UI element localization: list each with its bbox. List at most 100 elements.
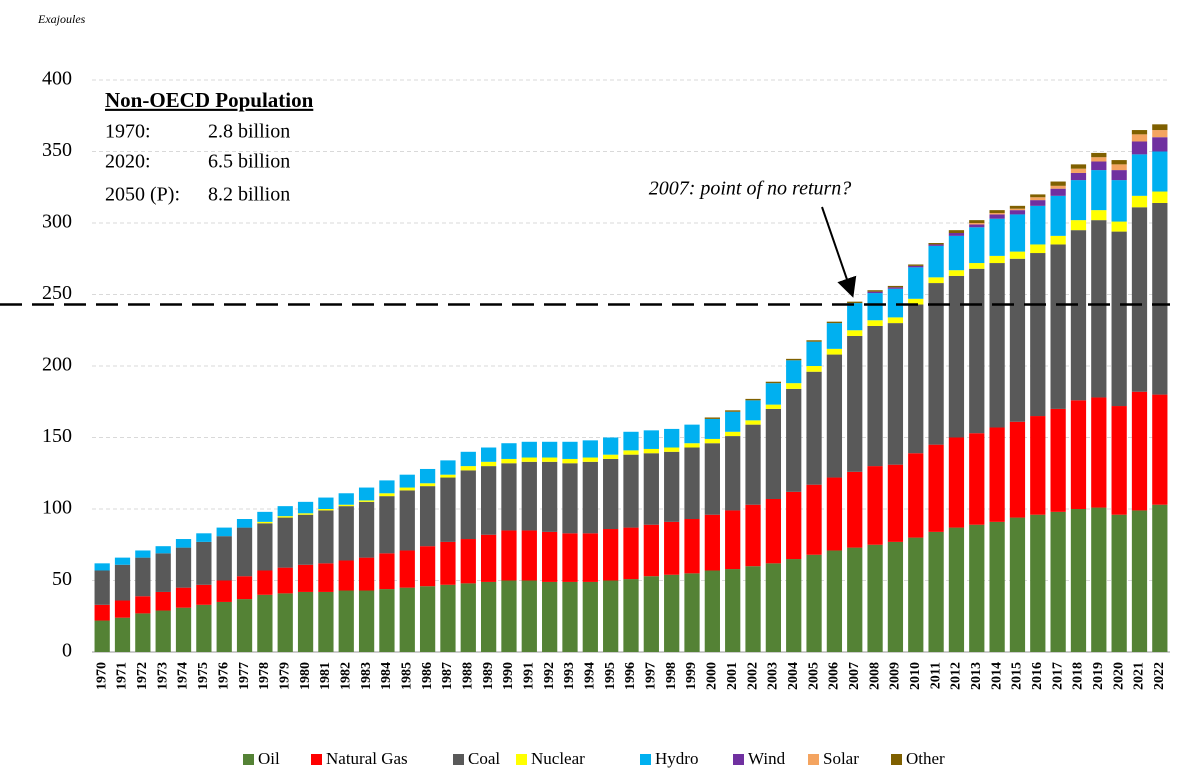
y-tick-label: 150 — [42, 425, 72, 447]
bar-segment — [542, 441, 558, 458]
bar-segment — [1111, 180, 1127, 222]
x-tick-label: 1982 — [338, 662, 353, 690]
bar-segment — [135, 613, 151, 652]
bar-segment — [1131, 510, 1148, 652]
bar-segment — [643, 453, 659, 525]
bar-segment — [460, 583, 476, 652]
bar-segment — [826, 321, 843, 324]
bar-segment — [623, 431, 639, 451]
bar-segment — [1009, 214, 1026, 252]
bar-segment — [277, 516, 293, 518]
bar-segment — [745, 424, 761, 505]
bar-segment — [399, 487, 415, 491]
bar-segment — [1111, 164, 1127, 171]
bar-segment — [216, 601, 232, 652]
y-tick-label: 400 — [42, 68, 72, 90]
bar-segment — [1050, 511, 1066, 652]
bar-segment — [908, 298, 924, 305]
legend-label: Other — [906, 749, 945, 768]
legend-swatch — [733, 754, 744, 765]
x-tick-label: 1995 — [603, 662, 618, 690]
bar-segment — [358, 557, 375, 591]
bar-segment — [664, 447, 680, 452]
bar-segment — [1111, 160, 1127, 165]
bar-segment — [1091, 170, 1107, 211]
bar-segment — [786, 559, 802, 652]
bar-segment — [297, 513, 314, 515]
bar-segment — [1091, 397, 1107, 508]
bar-segment — [196, 604, 212, 652]
bar-segment — [826, 348, 843, 355]
x-tick-label: 2009 — [888, 662, 903, 690]
x-tick-label: 1986 — [420, 662, 435, 690]
bar-segment — [318, 509, 334, 511]
x-tick-label: 1974 — [176, 662, 191, 690]
bar-segment — [887, 287, 904, 289]
bar-segment — [175, 587, 192, 608]
bar-segment — [1131, 134, 1148, 142]
bar-segment — [1131, 195, 1148, 208]
inset-text: 2020: — [105, 151, 151, 173]
bar-segment — [908, 453, 924, 538]
bar-segment — [1030, 205, 1046, 245]
bar-segment — [1030, 197, 1046, 201]
x-tick-label: 2018 — [1071, 662, 1086, 690]
bar-segment — [908, 267, 924, 299]
bar-segment — [684, 573, 700, 652]
x-tick-label: 1971 — [115, 662, 130, 690]
x-tick-label: 1975 — [196, 662, 211, 690]
bar-segment — [562, 463, 578, 534]
bar-segment — [908, 537, 924, 652]
legend-label: Natural Gas — [326, 749, 408, 768]
bar-segment — [1009, 205, 1026, 209]
bar-segment — [480, 534, 497, 582]
bar-segment — [847, 471, 863, 548]
bar-segment — [704, 570, 720, 652]
bar-segment — [1152, 504, 1168, 652]
x-tick-label: 2012 — [949, 662, 964, 690]
bar-segment — [948, 235, 965, 271]
bar-segment — [1050, 195, 1066, 236]
y-tick-label: 50 — [52, 568, 72, 590]
x-tick-label: 1981 — [318, 662, 333, 690]
y-tick-label: 250 — [42, 282, 72, 304]
bar-segment — [745, 420, 761, 425]
x-tick-label: 2003 — [766, 662, 781, 690]
bar-segment — [318, 563, 334, 592]
bar-segment — [623, 454, 639, 528]
x-tick-label: 2006 — [827, 662, 842, 690]
bar-segment — [928, 283, 944, 445]
bar-segment — [114, 600, 131, 618]
x-tick-label: 2020 — [1111, 662, 1126, 690]
bar-segment — [582, 581, 598, 652]
x-tick-label: 1993 — [562, 662, 577, 690]
bar-segment — [1152, 137, 1168, 152]
bar-segment — [399, 490, 415, 551]
bar-segment — [94, 604, 110, 621]
bar-segment — [582, 533, 598, 582]
bar-segment — [1070, 172, 1087, 181]
bar-segment — [277, 506, 293, 517]
bar-segment — [826, 323, 843, 349]
bar-segment — [623, 450, 639, 455]
legend-swatch — [243, 754, 254, 765]
bar-segment — [338, 493, 354, 505]
bar-segment — [460, 470, 476, 540]
bar-segment — [1070, 164, 1087, 169]
x-tick-label: 1991 — [522, 662, 537, 690]
bar-segment — [867, 291, 883, 294]
bar-segment — [989, 263, 1005, 428]
bar-segment — [1091, 152, 1107, 158]
bar-segment — [501, 463, 517, 531]
legend-label: Oil — [258, 749, 280, 768]
x-tick-label: 2017 — [1050, 662, 1065, 690]
legend-swatch — [640, 754, 651, 765]
x-tick-label: 1996 — [623, 662, 638, 690]
bar-segment — [826, 477, 843, 551]
bar-segment — [521, 461, 537, 531]
annotation-arrow — [821, 206, 857, 298]
bar-segment — [1131, 207, 1148, 392]
bar-segment — [582, 440, 598, 458]
bar-segment — [643, 448, 659, 454]
annotation: 2007: point of no return? — [649, 178, 852, 200]
